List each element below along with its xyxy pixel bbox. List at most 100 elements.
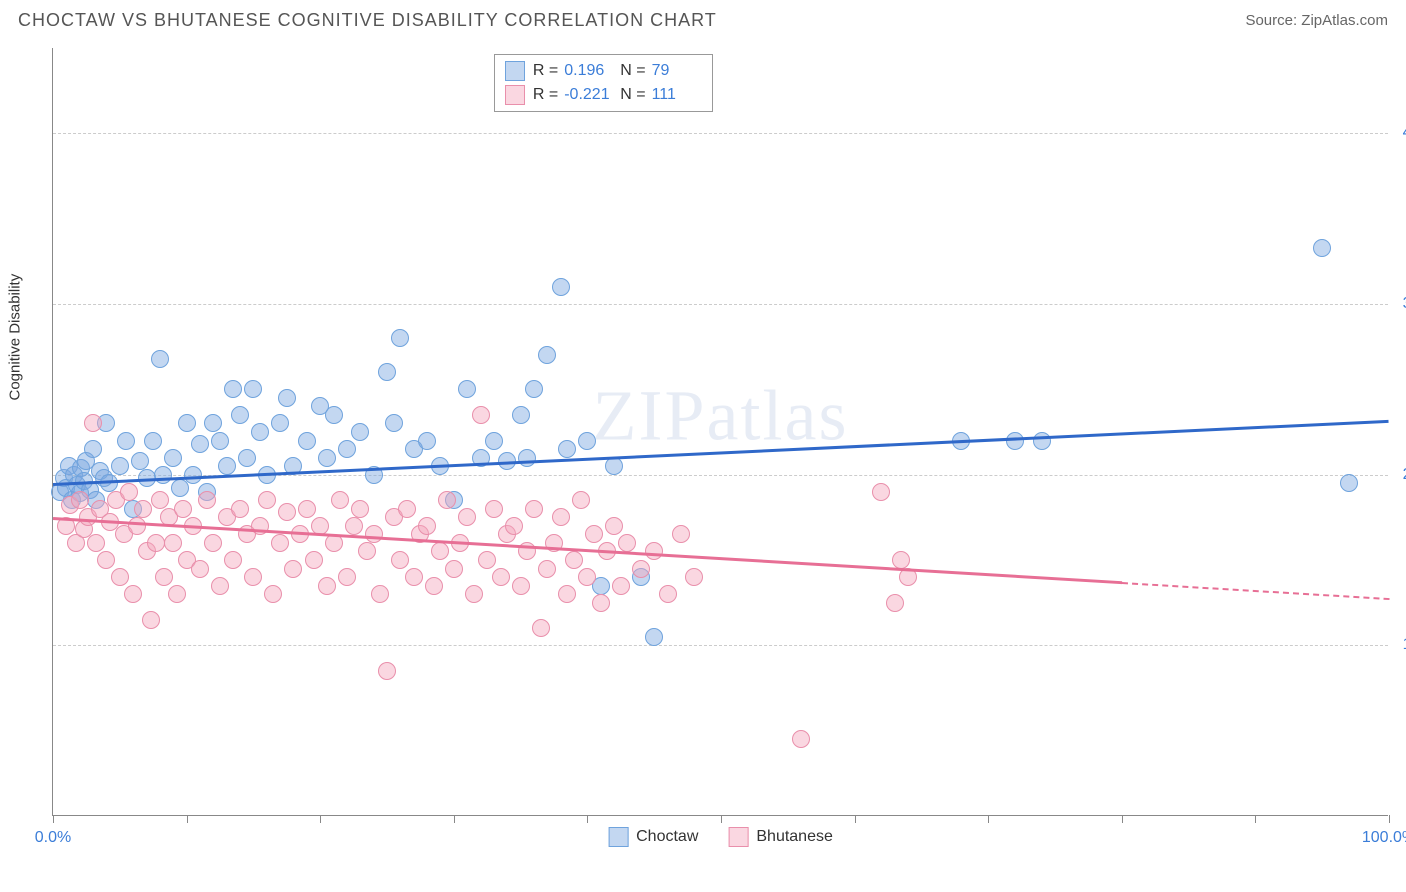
data-point [178, 414, 196, 432]
header: CHOCTAW VS BHUTANESE COGNITIVE DISABILIT… [0, 0, 1406, 39]
data-point [572, 491, 590, 509]
data-point [512, 406, 530, 424]
data-point [211, 432, 229, 450]
data-point [204, 534, 222, 552]
legend-label: Choctaw [636, 828, 698, 846]
data-point [431, 542, 449, 560]
data-point [612, 577, 630, 595]
data-point [518, 449, 536, 467]
data-point [284, 560, 302, 578]
data-point [358, 542, 376, 560]
data-point [84, 414, 102, 432]
data-point [278, 389, 296, 407]
data-point [231, 406, 249, 424]
data-point [485, 432, 503, 450]
data-point [578, 568, 596, 586]
legend-swatch [728, 827, 748, 847]
data-point [365, 525, 383, 543]
data-point [338, 568, 356, 586]
data-point [305, 551, 323, 569]
data-point [191, 560, 209, 578]
data-point [512, 577, 530, 595]
data-point [585, 525, 603, 543]
data-point [645, 628, 663, 646]
data-point [151, 491, 169, 509]
x-tick [721, 815, 722, 823]
data-point [458, 508, 476, 526]
data-point [238, 449, 256, 467]
y-tick-label: 20.0% [1393, 466, 1406, 484]
data-point [1313, 239, 1331, 257]
data-point [391, 551, 409, 569]
gridline [53, 304, 1388, 305]
legend-swatch [505, 85, 525, 105]
data-point [872, 483, 890, 501]
data-point [632, 560, 650, 578]
data-point [278, 503, 296, 521]
data-point [191, 435, 209, 453]
data-point [592, 594, 610, 612]
data-point [120, 483, 138, 501]
data-point [128, 517, 146, 535]
legend-stats: R = 0.196 N = 79 [533, 59, 702, 83]
data-point [318, 449, 336, 467]
data-point [465, 585, 483, 603]
data-point [271, 534, 289, 552]
data-point [298, 432, 316, 450]
data-point [1340, 474, 1358, 492]
legend-stats: R = -0.221 N = 111 [533, 83, 702, 107]
x-tick-label: 0.0% [35, 829, 71, 847]
x-tick [1255, 815, 1256, 823]
data-point [558, 440, 576, 458]
data-point [84, 440, 102, 458]
data-point [525, 500, 543, 518]
data-point [111, 568, 129, 586]
data-point [171, 479, 189, 497]
legend-row: R = -0.221 N = 111 [505, 83, 702, 107]
legend-swatch [608, 827, 628, 847]
data-point [97, 551, 115, 569]
data-point [224, 380, 242, 398]
x-tick [320, 815, 321, 823]
data-point [124, 585, 142, 603]
data-point [672, 525, 690, 543]
chart-title: CHOCTAW VS BHUTANESE COGNITIVE DISABILIT… [18, 10, 717, 31]
legend-label: Bhutanese [756, 828, 833, 846]
data-point [251, 423, 269, 441]
data-point [318, 577, 336, 595]
data-point [525, 380, 543, 398]
data-point [505, 517, 523, 535]
y-axis-label: Cognitive Disability [7, 273, 24, 400]
x-tick [187, 815, 188, 823]
scatter-chart: Cognitive Disability ZIPatlas 10.0%20.0%… [52, 48, 1388, 816]
y-tick-label: 30.0% [1393, 295, 1406, 313]
data-point [144, 432, 162, 450]
data-point [659, 585, 677, 603]
legend-row: R = 0.196 N = 79 [505, 59, 702, 83]
data-point [244, 568, 262, 586]
data-point [184, 466, 202, 484]
data-point [418, 432, 436, 450]
x-tick-label: 100.0% [1362, 829, 1406, 847]
data-point [378, 363, 396, 381]
data-point [151, 350, 169, 368]
data-point [485, 500, 503, 518]
x-tick [988, 815, 989, 823]
data-point [425, 577, 443, 595]
data-point [391, 329, 409, 347]
data-point [244, 380, 262, 398]
data-point [111, 457, 129, 475]
data-point [164, 534, 182, 552]
data-point [398, 500, 416, 518]
data-point [538, 560, 556, 578]
data-point [298, 500, 316, 518]
gridline [53, 133, 1388, 134]
data-point [438, 491, 456, 509]
data-point [87, 534, 105, 552]
data-point [224, 551, 242, 569]
data-point [405, 568, 423, 586]
series-legend: Choctaw Bhutanese [608, 827, 833, 847]
data-point [338, 440, 356, 458]
data-point [168, 585, 186, 603]
data-point [565, 551, 583, 569]
